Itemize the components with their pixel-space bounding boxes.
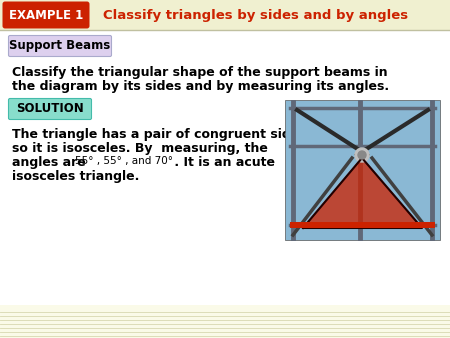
Text: The triangle has a pair of congruent sides,: The triangle has a pair of congruent sid…	[12, 128, 311, 141]
Circle shape	[355, 148, 369, 162]
Text: . It is an acute: . It is an acute	[170, 156, 275, 169]
FancyBboxPatch shape	[9, 35, 112, 56]
Text: Classify triangles by sides and by angles: Classify triangles by sides and by angle…	[103, 9, 408, 22]
Text: so it is isosceles. By  measuring, the: so it is isosceles. By measuring, the	[12, 142, 268, 155]
Text: EXAMPLE 1: EXAMPLE 1	[9, 9, 83, 22]
Text: isosceles triangle.: isosceles triangle.	[12, 170, 140, 183]
Text: the diagram by its sides and by measuring its angles.: the diagram by its sides and by measurin…	[12, 80, 389, 93]
Bar	[290, 222, 435, 228]
FancyBboxPatch shape	[9, 98, 91, 120]
Circle shape	[358, 151, 366, 159]
Bar	[285, 100, 440, 240]
FancyBboxPatch shape	[3, 1, 90, 28]
Polygon shape	[303, 158, 422, 228]
Bar	[0, 0, 450, 30]
Text: Classify the triangular shape of the support beams in: Classify the triangular shape of the sup…	[12, 66, 387, 79]
Text: Support Beams: Support Beams	[9, 40, 111, 52]
Text: angles are: angles are	[12, 156, 90, 169]
Text: 55° , 55° , and 70°: 55° , 55° , and 70°	[75, 156, 173, 166]
Bar	[0, 305, 450, 338]
Text: SOLUTION: SOLUTION	[16, 102, 84, 116]
